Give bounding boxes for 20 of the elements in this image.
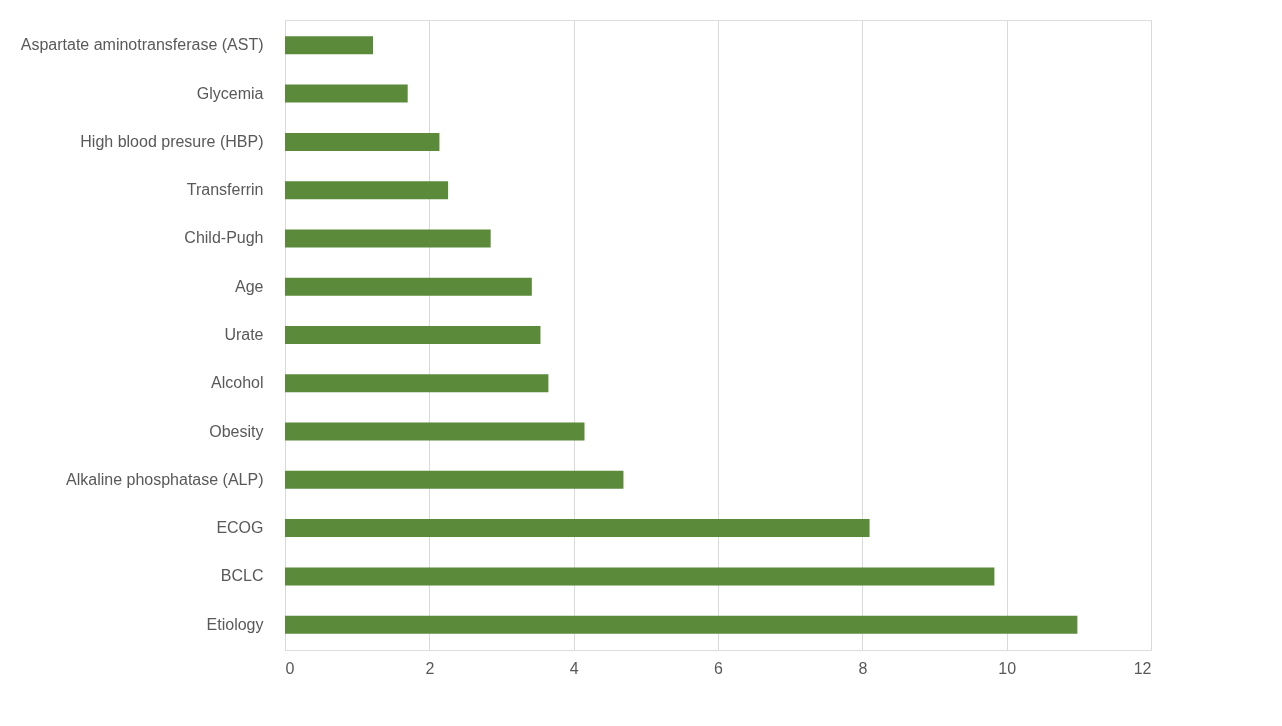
x-tick-label: 10 <box>998 659 1017 677</box>
y-tick-label: Alcohol <box>211 374 264 392</box>
y-tick-label: Urate <box>224 326 264 343</box>
y-tick-label: Age <box>235 277 264 295</box>
y-tick-label: Alkaline phosphatase (ALP) <box>66 470 264 488</box>
x-tick-label: 2 <box>425 659 435 677</box>
x-tick-label: 0 <box>285 659 295 677</box>
y-tick-label: High blood presure (HBP) <box>80 132 264 150</box>
x-tick-label: 6 <box>714 659 724 677</box>
y-tick-label: Glycemia <box>196 84 264 102</box>
y-tick-label: BCLC <box>220 567 264 585</box>
y-tick-label: Etiology <box>206 615 264 633</box>
x-tick-label: 4 <box>569 659 579 677</box>
y-tick-label: Aspartate aminotransferase (AST) <box>20 36 264 54</box>
y-tick-label: Obesity <box>209 422 264 440</box>
x-tick-label: 8 <box>858 659 868 677</box>
x-tick-label: 12 <box>1133 659 1152 677</box>
y-tick-label: ECOG <box>216 519 264 537</box>
y-tick-label: Child-Pugh <box>184 229 264 247</box>
y-tick-label: Transferrin <box>186 181 264 199</box>
